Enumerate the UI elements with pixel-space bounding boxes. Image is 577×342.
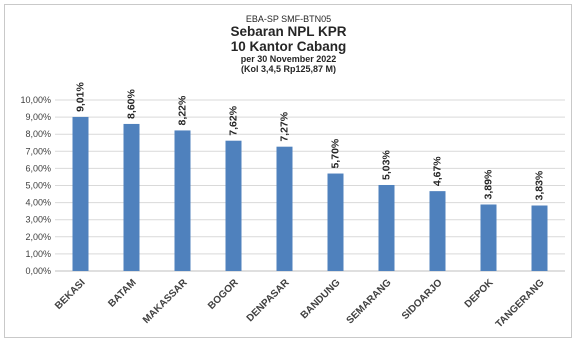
category-label: SIDOARJO xyxy=(400,277,445,322)
chart-titles: EBA-SP SMF-BTN05 Sebaran NPL KPR 10 Kant… xyxy=(0,14,577,74)
y-tick-label: 2,00% xyxy=(25,232,51,242)
bar xyxy=(429,191,446,271)
category-label: MAKASSAR xyxy=(141,277,190,326)
data-label: 5,70% xyxy=(330,138,342,168)
category-label: BEKASI xyxy=(53,277,88,312)
chart-date: per 30 November 2022 xyxy=(240,54,337,64)
y-tick-label: 1,00% xyxy=(25,249,51,259)
data-label: 5,03% xyxy=(381,150,393,180)
y-tick-label: 8,00% xyxy=(25,129,51,139)
y-tick-label: 5,00% xyxy=(25,181,51,191)
y-tick-label: 9,00% xyxy=(25,112,51,122)
data-label: 4,67% xyxy=(432,156,444,186)
category-label: DENPASAR xyxy=(245,277,292,324)
y-tick-label: 0,00% xyxy=(25,266,51,276)
data-label: 8,22% xyxy=(177,95,189,125)
bar xyxy=(276,146,293,271)
bar xyxy=(123,123,140,271)
chart-title-line2: 10 Kantor Cabang xyxy=(230,39,347,54)
bar xyxy=(72,116,89,271)
bar xyxy=(378,184,395,271)
bar xyxy=(480,204,497,271)
category-label: BOGOR xyxy=(206,277,241,312)
data-label: 9,01% xyxy=(75,81,87,111)
bar xyxy=(327,173,344,271)
chart-title-line1: Sebaran NPL KPR xyxy=(230,24,347,39)
category-label: BATAM xyxy=(106,277,138,309)
chart-code: EBA-SP SMF-BTN05 xyxy=(245,14,332,24)
category-label: BANDUNG xyxy=(299,277,343,321)
y-tick-label: 4,00% xyxy=(25,198,51,208)
data-label: 7,62% xyxy=(228,105,240,135)
y-tick-label: 10,00% xyxy=(20,95,51,105)
category-label: DEPOK xyxy=(463,277,496,310)
category-label: TANGERANG xyxy=(494,277,547,330)
y-tick-label: 6,00% xyxy=(25,163,51,173)
data-label: 7,27% xyxy=(279,111,291,141)
category-label: SEMARANG xyxy=(345,277,394,326)
data-label: 3,83% xyxy=(534,170,546,200)
data-label: 8,60% xyxy=(126,89,138,119)
chart-note: (Kol 3,4,5 Rp125,87 M) xyxy=(240,64,337,74)
bar xyxy=(225,140,242,271)
y-tick-label: 3,00% xyxy=(25,215,51,225)
y-tick-label: 7,00% xyxy=(25,146,51,156)
data-label: 3,89% xyxy=(483,169,495,199)
bar xyxy=(531,205,548,271)
bar xyxy=(174,130,191,271)
